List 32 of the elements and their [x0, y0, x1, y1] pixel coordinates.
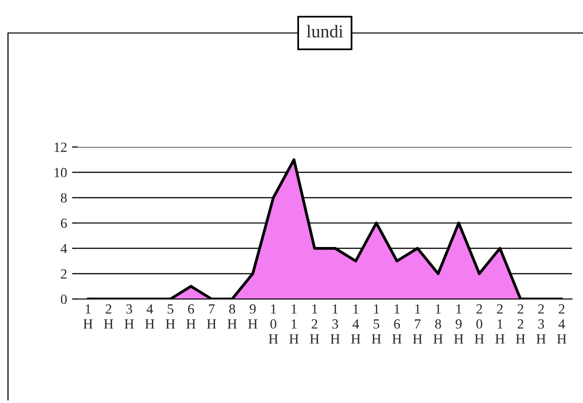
- x-tick-label: 4H: [145, 304, 154, 329]
- x-tick-label: 7H: [206, 304, 216, 329]
- x-tick-label: 12H: [310, 304, 320, 344]
- x-tick-label: 5H: [166, 304, 175, 329]
- y-tick-label: 10: [54, 168, 67, 178]
- x-tick-label: 23H: [536, 304, 546, 344]
- x-tick-label: 17H: [412, 304, 422, 344]
- x-tick-label: 10H: [268, 304, 278, 344]
- x-tick-label: 13H: [330, 304, 340, 344]
- x-tick-label: 14H: [351, 304, 360, 344]
- x-tick-label: 6H: [186, 304, 196, 329]
- x-tick-label: 20H: [474, 304, 484, 344]
- y-tick-label: 6: [60, 218, 67, 228]
- x-tick-label: 19H: [454, 304, 464, 344]
- x-tick-label: 22H: [516, 304, 526, 344]
- y-tick-label: 0: [60, 294, 67, 304]
- chart-title: lundi: [306, 24, 344, 38]
- y-tick-label: 12: [54, 142, 67, 152]
- x-tick-label: 24H: [557, 304, 566, 344]
- x-tick-label: 16H: [392, 304, 402, 344]
- x-tick-label: 2H: [104, 304, 114, 329]
- y-tick-label: 8: [60, 193, 67, 203]
- x-tick-label: 15H: [372, 304, 381, 344]
- x-tick-label: 1H: [83, 304, 93, 329]
- y-tick-label: 4: [60, 244, 68, 254]
- x-tick-label: 9H: [248, 304, 258, 329]
- x-tick-label: 18H: [434, 304, 443, 344]
- x-tick-label: 8H: [228, 304, 237, 329]
- x-tick-label: 3H: [124, 304, 134, 329]
- y-tick-label: 2: [60, 269, 67, 278]
- x-tick-label: 11H: [289, 304, 299, 344]
- x-tick-label: 21H: [495, 304, 505, 344]
